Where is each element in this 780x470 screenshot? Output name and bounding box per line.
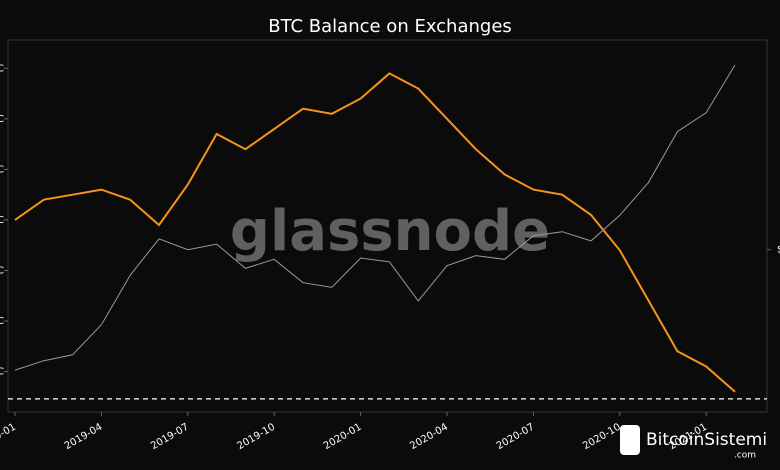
y-tick-label: C	[0, 114, 4, 125]
series-line	[14, 64, 736, 371]
logo-brand: BitcoinSistemi	[646, 430, 767, 450]
watermark: glassnode	[230, 199, 550, 264]
y-tick-label: C	[0, 316, 4, 327]
y-tick-label: C	[0, 63, 4, 74]
logo-icon	[620, 425, 640, 455]
y-tick-label: C	[0, 164, 4, 175]
y-tick-label: C	[0, 215, 4, 226]
y2-tick-label: $	[777, 245, 780, 256]
chart-title: BTC Balance on Exchanges	[268, 16, 512, 37]
plot-frame	[7, 39, 768, 413]
logo: BitcoinSistemi .com	[620, 425, 767, 461]
y-tick-label: C	[0, 265, 4, 276]
series-line	[14, 72, 736, 393]
logo-domain: .com	[734, 451, 756, 461]
y-tick-label: C	[0, 367, 4, 378]
